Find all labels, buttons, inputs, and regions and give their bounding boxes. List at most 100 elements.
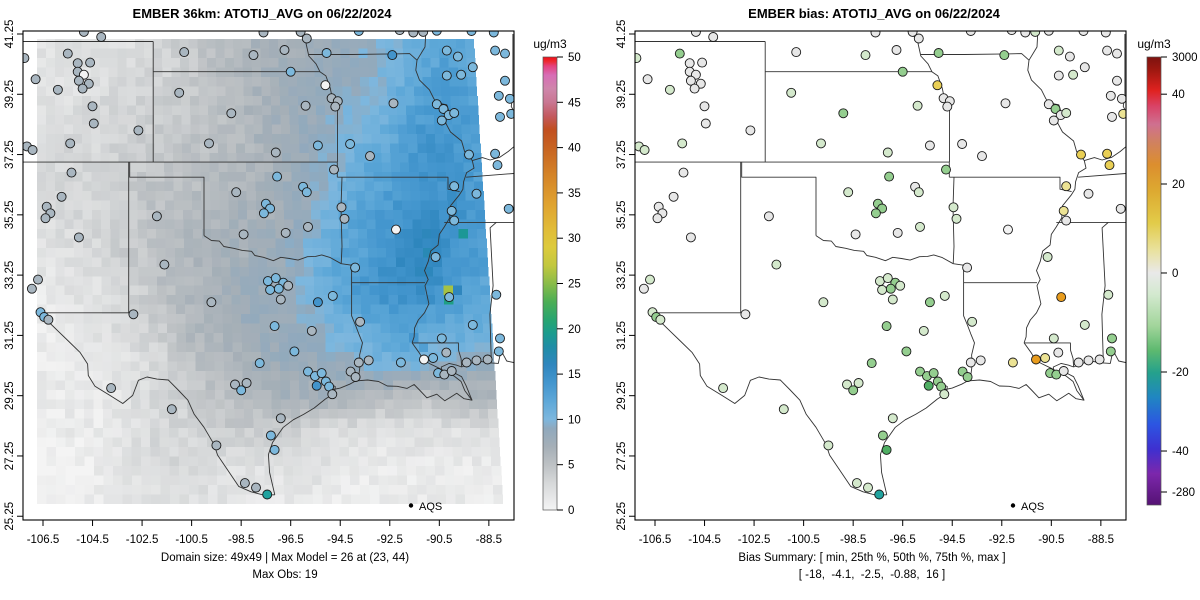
model-grid-cell	[300, 428, 311, 438]
y-tick-label: 39.25	[4, 80, 16, 109]
model-grid-cell	[122, 466, 132, 476]
model-grid-cell	[214, 371, 225, 381]
model-grid-cell	[256, 219, 266, 229]
model-grid-cell	[444, 143, 454, 154]
model-grid-cell	[241, 314, 251, 324]
model-grid-cell	[381, 162, 392, 173]
model-grid-cell	[287, 323, 298, 334]
model-grid-cell	[400, 342, 410, 353]
model-grid-cell	[313, 39, 323, 49]
model-grid-cell	[339, 228, 349, 239]
aqs-site-marker	[1094, 354, 1105, 365]
model-grid-cell	[244, 105, 254, 116]
model-grid-cell	[188, 48, 198, 59]
model-grid-cell	[55, 323, 66, 334]
model-grid-cell	[477, 238, 487, 248]
model-grid-cell	[74, 314, 84, 324]
model-grid-cell	[155, 219, 166, 229]
aqs-site-marker	[408, 31, 419, 38]
model-grid-cell	[46, 276, 56, 286]
model-grid-cell	[55, 333, 66, 343]
model-grid-cell	[398, 494, 409, 505]
model-grid-cell	[328, 181, 338, 191]
model-grid-cell	[194, 304, 204, 315]
model-grid-cell	[442, 428, 452, 438]
model-grid-cell	[389, 314, 399, 324]
model-grid-cell	[55, 266, 65, 277]
model-grid-cell	[397, 285, 407, 296]
model-grid-cell	[129, 266, 139, 277]
model-grid-cell	[338, 437, 349, 448]
model-grid-cell	[458, 390, 469, 400]
aqs-site-marker	[977, 151, 987, 162]
model-grid-cell	[260, 48, 270, 59]
model-grid-cell	[119, 209, 129, 220]
model-grid-cell	[408, 143, 418, 154]
model-grid-cell	[292, 209, 303, 220]
model-grid-cell	[232, 323, 242, 334]
model-grid-cell	[197, 428, 207, 438]
aqs-site-marker	[30, 74, 41, 85]
state-border-line	[651, 162, 742, 316]
model-grid-cell	[300, 171, 310, 182]
model-grid-cell	[281, 152, 292, 163]
model-grid-cell	[436, 162, 446, 173]
model-grid-cell	[73, 266, 84, 277]
model-grid-cell	[199, 124, 209, 135]
model-grid-cell	[110, 209, 120, 220]
model-grid-cell	[190, 143, 201, 154]
model-grid-cell	[283, 209, 294, 220]
model-grid-cell	[367, 447, 378, 457]
model-grid-cell	[406, 114, 416, 125]
model-grid-cell	[135, 48, 145, 59]
model-grid-cell	[396, 266, 406, 277]
model-grid-cell	[110, 285, 121, 296]
model-grid-cell	[443, 124, 453, 135]
aqs-site-marker	[918, 325, 929, 336]
model-grid-cell	[74, 342, 84, 353]
model-grid-cell	[179, 39, 189, 49]
aqs-site-marker	[272, 171, 283, 182]
model-grid-cell	[355, 171, 365, 182]
model-grid-cell	[257, 257, 268, 267]
bias-colorbar-tick-label: -20	[1172, 367, 1189, 379]
model-grid-cell	[102, 418, 113, 429]
model-grid-cell	[172, 114, 182, 125]
model-grid-cell	[37, 437, 47, 448]
model-grid-cell	[361, 114, 371, 125]
model-grid-cell	[139, 361, 150, 372]
model-grid-cell	[433, 266, 443, 277]
model-grid-cell	[254, 133, 264, 144]
model-grid-cell	[148, 333, 159, 343]
model-grid-cell	[197, 39, 207, 49]
model-grid-cell	[245, 456, 255, 467]
model-grid-cell	[291, 428, 302, 438]
model-grid-cell	[228, 200, 238, 210]
model-grid-cell	[431, 228, 441, 239]
model-grid-cell	[339, 447, 349, 457]
model-grid-cell	[296, 304, 306, 315]
model-grid-cell	[487, 399, 498, 410]
model-grid-cell	[90, 76, 100, 87]
model-grid-cell	[175, 304, 186, 315]
model-grid-cell	[370, 304, 380, 315]
model-grid-cell	[154, 152, 165, 163]
model-grid-cell	[357, 437, 368, 448]
model-grid-cell	[422, 238, 432, 248]
model-grid-cell	[332, 67, 342, 78]
model-grid-cell	[108, 76, 118, 87]
model-grid-cell	[268, 314, 279, 324]
model-grid-cell	[482, 323, 493, 334]
model-grid-cell	[234, 67, 244, 78]
model-grid-cell	[45, 39, 55, 49]
model-grid-cell	[173, 181, 183, 191]
model-grid-cell	[93, 447, 104, 457]
model-grid-cell	[392, 371, 402, 381]
model-grid-cell	[411, 380, 421, 391]
model-grid-cell	[360, 285, 370, 296]
model-grid-cell	[252, 390, 263, 400]
model-grid-cell	[268, 39, 278, 49]
model-grid-cell	[188, 456, 198, 467]
model-grid-cell	[269, 342, 280, 353]
model-grid-cell	[456, 39, 466, 49]
